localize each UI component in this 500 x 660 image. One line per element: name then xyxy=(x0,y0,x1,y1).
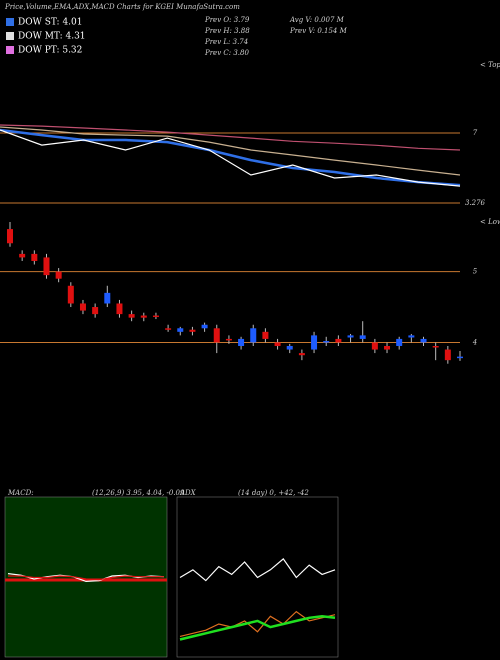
series-line xyxy=(0,124,461,151)
candle-body xyxy=(92,307,99,315)
candle-body xyxy=(152,315,159,318)
candle-body xyxy=(67,285,74,304)
candle-body xyxy=(43,257,50,276)
panel-subtitle: (14 day) 0, +42, -42 xyxy=(238,489,309,497)
candle-body xyxy=(31,253,38,261)
candle-body xyxy=(396,338,403,346)
candle-body xyxy=(286,346,293,350)
candle-body xyxy=(165,328,172,330)
legend-label: DOW PT: 5.32 xyxy=(18,46,82,56)
series-line xyxy=(0,126,461,176)
candle-body xyxy=(250,328,257,343)
candle-body xyxy=(189,329,196,332)
y-tick-label: 4 xyxy=(472,338,477,346)
candle-body xyxy=(457,356,463,359)
panel-title: MACD: xyxy=(7,489,34,497)
info-text: Avg V: 0.007 M xyxy=(289,16,345,24)
panel-subtitle: (12,26,9) 3.95, 4.04, -0.09 xyxy=(92,489,185,497)
info-text: Prev L: 3.74 xyxy=(204,38,248,46)
series-line xyxy=(7,573,165,583)
legend-swatch xyxy=(6,18,14,26)
panel-annotation: < Tops xyxy=(480,61,500,69)
y-tick-label: 5 xyxy=(473,268,478,276)
series-line xyxy=(179,558,336,582)
legend-swatch xyxy=(6,32,14,40)
candle-body xyxy=(298,353,305,356)
y-tick-label: 7 xyxy=(473,129,478,137)
candle-body xyxy=(213,328,220,343)
candle-body xyxy=(274,342,281,346)
candle-body xyxy=(7,229,13,244)
series-line xyxy=(179,615,336,641)
panel-title: ADX xyxy=(179,489,197,497)
legend-label: DOW ST: 4.01 xyxy=(18,18,83,28)
series-line xyxy=(0,128,461,187)
candle-body xyxy=(19,253,26,258)
info-text: Prev H: 3.88 xyxy=(204,27,250,35)
candle-body xyxy=(420,338,427,343)
candle-body xyxy=(238,338,245,346)
candle-body xyxy=(347,335,354,338)
candle-body xyxy=(177,328,184,332)
panel-annotation: < Lows xyxy=(480,218,500,226)
legend-label: DOW MT: 4.31 xyxy=(18,32,86,42)
chart-title: Price,Volume,EMA,ADX,MACD Charts for KGE… xyxy=(4,3,240,11)
series-line xyxy=(8,575,164,581)
candle-body xyxy=(371,342,378,350)
candle-body xyxy=(444,349,451,361)
candle-body xyxy=(128,314,135,318)
candle-body xyxy=(116,303,123,315)
series-line xyxy=(179,610,336,637)
candle-body xyxy=(104,292,111,304)
info-text: Prev O: 3.79 xyxy=(204,16,250,24)
candle-body xyxy=(384,346,391,350)
candle-body xyxy=(335,338,342,343)
candle-body xyxy=(432,346,439,348)
info-text: Prev V: 0.154 M xyxy=(289,27,348,35)
candle-body xyxy=(359,335,366,339)
candle-body xyxy=(55,271,62,279)
candle-body xyxy=(311,335,318,350)
candle-body xyxy=(225,338,232,341)
info-text: Prev C: 3.80 xyxy=(204,49,249,57)
candle-body xyxy=(323,341,330,343)
candle-body xyxy=(79,303,86,311)
candle-body xyxy=(262,331,269,339)
legend-swatch xyxy=(6,46,14,54)
candle-body xyxy=(140,315,147,318)
y-tick-label: 3.276 xyxy=(465,199,486,207)
series-line xyxy=(0,129,461,187)
candle-body xyxy=(201,324,208,329)
candle-body xyxy=(408,335,415,338)
